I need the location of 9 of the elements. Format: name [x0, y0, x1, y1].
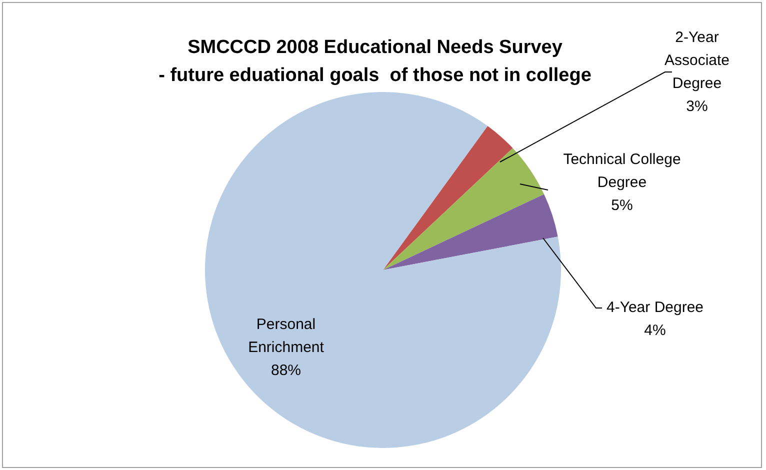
slice-label: 4-Year Degree: [606, 299, 704, 316]
text: SMCCCD 2008 Educational Needs Survey - future eduational goals of those not in college: [158, 37, 592, 86]
slice-label: Technical College Degree: [563, 151, 681, 192]
data-label: 4%: [644, 322, 666, 340]
data-label: 3%: [686, 98, 708, 116]
slice-label: Personal Enrichment: [248, 316, 325, 356]
slice-label: 2-Year Associate Degree: [664, 29, 730, 92]
data-label: 88%: [270, 362, 302, 380]
data-label: 5%: [611, 197, 633, 214]
